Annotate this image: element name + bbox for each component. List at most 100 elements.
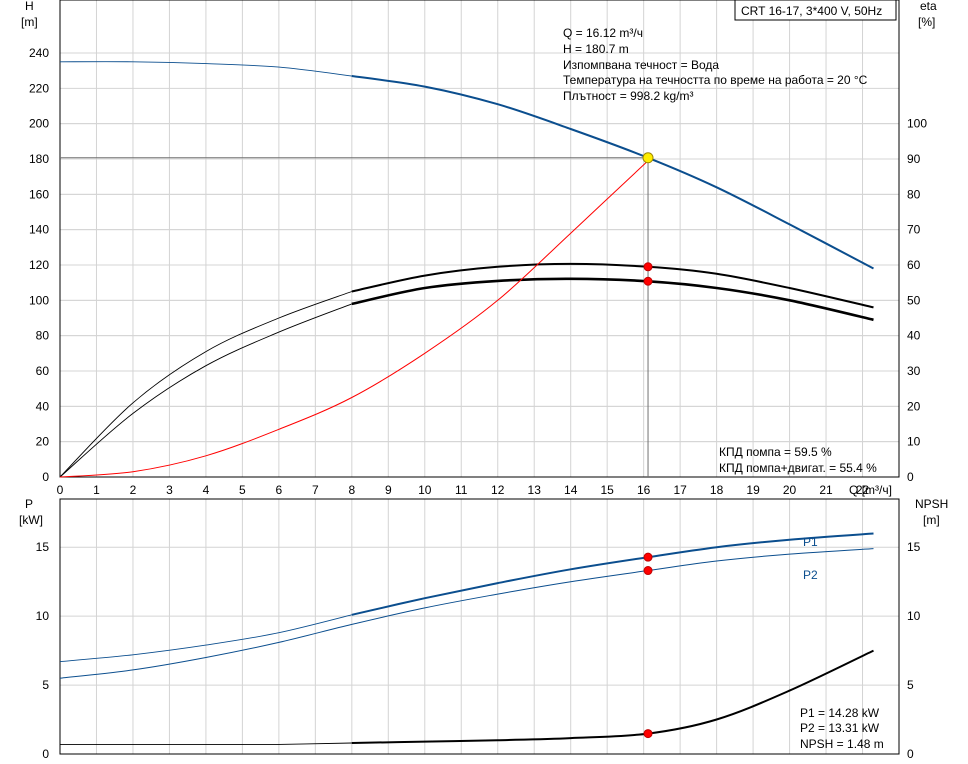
NPSH-curve <box>351 649 874 744</box>
bottom-left-tick-label: 10 <box>36 609 50 623</box>
bottom-right-tick-label: 0 <box>907 747 914 761</box>
operating-point-marker <box>643 552 653 562</box>
bottom-left-tick-label: 15 <box>36 540 50 554</box>
P1-curve <box>351 532 874 616</box>
top-y-right-title-eta: eta <box>920 0 937 13</box>
x-tick-label: 12 <box>491 483 505 497</box>
top-right-tick-label: 40 <box>907 329 921 343</box>
bottom-left-tick-label: 5 <box>42 678 49 692</box>
NPSH-curve-extended <box>60 742 352 745</box>
bottom-right-tick-label: 10 <box>907 609 921 623</box>
eta_pump-curve-extended <box>59 291 352 478</box>
x-tick-label: 1 <box>93 483 100 497</box>
bottom-y-right-title-unit: [m] <box>923 513 940 527</box>
top-left-tick-label: 40 <box>36 399 50 413</box>
top-y-right-title-unit: [%] <box>918 15 935 29</box>
series-label-p2: P2 <box>803 568 818 582</box>
power-info: P1 = 14.28 kW P2 = 13.31 kW NPSH = 1.48 … <box>800 706 884 751</box>
x-tick-label: 2 <box>130 483 137 497</box>
top-left-tick-label: 60 <box>36 364 50 378</box>
bottom-chart-grid <box>59 499 899 755</box>
x-tick-label: 7 <box>312 483 319 497</box>
top-left-tick-label: 160 <box>29 187 49 201</box>
top-right-tick-label: 10 <box>907 435 921 449</box>
H-curve-extended <box>59 61 352 77</box>
bottom-plot-frame <box>59 498 900 755</box>
x-tick-label: 10 <box>418 483 432 497</box>
efficiency-info: КПД помпа = 59.5 % КПД помпа+двигат. = 5… <box>719 445 877 475</box>
series-label-p1: P1 <box>803 535 818 549</box>
top-right-tick-label: 20 <box>907 399 921 413</box>
top-left-tick-label: 120 <box>29 258 49 272</box>
x-tick-label: 5 <box>239 483 246 497</box>
top-right-tick-label: 70 <box>907 223 921 237</box>
bottom-y-right-title-npsh: NPSH <box>915 497 948 511</box>
top-left-tick-label: 80 <box>36 329 50 343</box>
bottom-right-tick-label: 5 <box>907 678 914 692</box>
operating-point-marker <box>643 729 653 739</box>
x-tick-label: 8 <box>348 483 355 497</box>
top-left-tick-label: 240 <box>29 46 49 60</box>
top-plot-frame <box>59 0 900 478</box>
top-right-tick-label: 30 <box>907 364 921 378</box>
system-curve <box>59 160 649 478</box>
eta_total-curve-extended <box>59 303 352 478</box>
info-line-flow: Q = 16.12 m³/ч <box>563 26 643 40</box>
x-tick-label: 17 <box>673 483 687 497</box>
top-left-tick-label: 220 <box>29 81 49 95</box>
top-left-tick-label: 140 <box>29 223 49 237</box>
x-tick-label: 20 <box>783 483 797 497</box>
p1-value-label: P1 = 14.28 kW <box>800 706 880 720</box>
P1-curve-extended <box>59 614 352 663</box>
eta-total-label: КПД помпа+двигат. = 55.4 % <box>719 461 877 475</box>
operating-point-marker <box>643 566 653 576</box>
eta_total-curve <box>351 277 874 322</box>
pump-title: CRT 16-17, 3*400 V, 50Hz <box>741 4 882 18</box>
x-tick-label: 3 <box>166 483 173 497</box>
top-right-tick-label: 60 <box>907 258 921 272</box>
H-curve <box>351 75 874 270</box>
x-tick-label: 19 <box>746 483 760 497</box>
x-axis-title: Q [m³/ч] <box>849 483 892 497</box>
top-y-left-title-unit: [m] <box>21 15 38 29</box>
eta-pump-label: КПД помпа = 59.5 % <box>719 445 832 459</box>
npsh-value-label: NPSH = 1.48 m <box>800 737 884 751</box>
pump-title-box <box>734 0 897 21</box>
bottom-y-left-title-p: P <box>25 497 33 511</box>
x-tick-label: 15 <box>600 483 614 497</box>
info-line-head: H = 180.7 m <box>563 42 629 56</box>
top-right-tick-label: 0 <box>907 470 914 484</box>
operating-point-marker <box>643 276 653 286</box>
top-right-tick-label: 100 <box>907 117 927 131</box>
x-tick-label: 4 <box>203 483 210 497</box>
info-line-liquid: Изпомпвана течност = Вода <box>563 58 719 72</box>
info-line-density: Плътност = 998.2 kg/m³ <box>563 89 693 103</box>
top-left-tick-label: 0 <box>42 470 49 484</box>
top-left-tick-label: 200 <box>29 117 49 131</box>
x-tick-label: 22 <box>856 483 870 497</box>
top-y-left-title-h: H <box>25 0 34 13</box>
bottom-y-left-title-unit: [kW] <box>19 513 43 527</box>
x-tick-label: 16 <box>637 483 651 497</box>
x-tick-label: 13 <box>528 483 542 497</box>
top-left-tick-label: 100 <box>29 293 49 307</box>
top-left-tick-label: 180 <box>29 152 49 166</box>
x-tick-label: 21 <box>819 483 833 497</box>
eta_pump-curve <box>351 262 874 309</box>
x-tick-label: 11 <box>455 483 468 497</box>
x-tick-label: 9 <box>385 483 392 497</box>
bottom-left-tick-label: 0 <box>42 747 49 761</box>
info-line-temperature: Температура на течността по време на раб… <box>563 73 868 87</box>
P2-curve <box>59 548 874 679</box>
x-tick-label: 14 <box>564 483 578 497</box>
operating-point-info: Q = 16.12 m³/ч H = 180.7 m Изпомпвана те… <box>563 26 868 103</box>
top-right-tick-label: 80 <box>907 187 921 201</box>
top-left-tick-label: 20 <box>36 435 50 449</box>
x-tick-label: 18 <box>710 483 724 497</box>
bottom-right-tick-label: 15 <box>907 540 921 554</box>
top-chart-grid <box>59 0 899 478</box>
top-right-tick-label: 50 <box>907 293 921 307</box>
x-tick-label: 0 <box>57 483 64 497</box>
x-tick-label: 6 <box>276 483 283 497</box>
